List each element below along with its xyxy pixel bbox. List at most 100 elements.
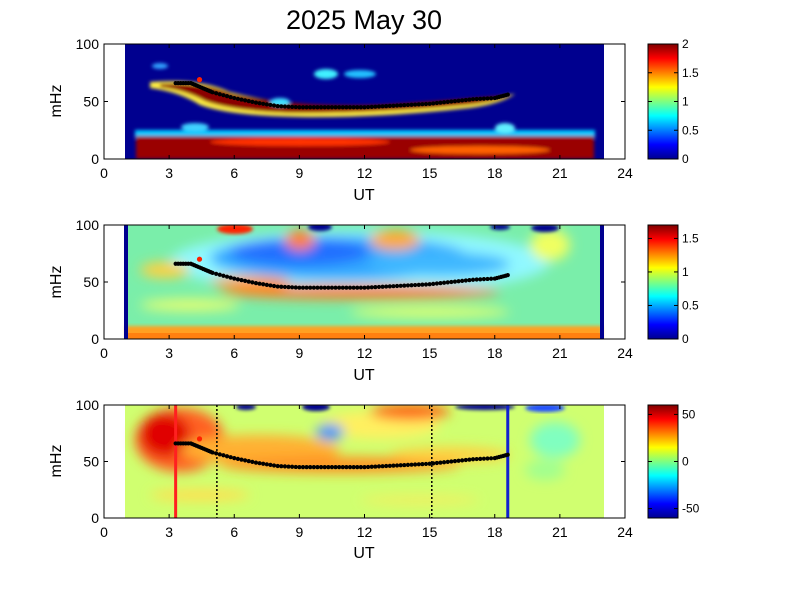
x-tick-label: 9 bbox=[295, 345, 303, 361]
heatmap-middle bbox=[104, 225, 625, 339]
ridge-marker bbox=[405, 462, 411, 467]
ridge-marker bbox=[463, 97, 468, 103]
ridge-marker bbox=[366, 285, 371, 290]
x-tick-label: 6 bbox=[230, 345, 238, 361]
ridge-marker bbox=[224, 94, 230, 99]
ridge-marker bbox=[344, 285, 349, 290]
x-tick-label: 18 bbox=[487, 165, 503, 181]
ridge-marker bbox=[217, 92, 222, 97]
ridge-marker bbox=[257, 461, 262, 466]
x-tick-label: 15 bbox=[422, 345, 438, 361]
ridge-marker bbox=[293, 104, 298, 110]
colorbar-ticks-bottom: -50 0 50 bbox=[648, 407, 700, 516]
ridge-marker bbox=[380, 284, 385, 289]
ridge-marker bbox=[366, 104, 371, 110]
x-tick-label: 15 bbox=[422, 165, 438, 181]
ridge-marker bbox=[474, 277, 479, 282]
ridge-marker bbox=[416, 102, 421, 107]
x-tick-label: 3 bbox=[165, 524, 173, 540]
ridge-marker bbox=[373, 104, 378, 109]
y-tick-label: 100 bbox=[76, 36, 100, 52]
ridge-marker bbox=[413, 102, 418, 107]
ridge-marker bbox=[434, 281, 439, 286]
ridge-marker bbox=[235, 456, 240, 461]
ridge-marker bbox=[232, 276, 237, 281]
ridge-marker bbox=[398, 463, 403, 468]
ridge-marker bbox=[235, 96, 240, 101]
ridge-marker bbox=[489, 96, 494, 101]
ridge-marker bbox=[452, 99, 458, 104]
ridge-marker bbox=[264, 102, 269, 107]
ridge-marker bbox=[387, 103, 392, 109]
ridge-marker bbox=[322, 105, 327, 110]
ridge-marker bbox=[452, 279, 458, 284]
colorbar-tick-label: 0.5 bbox=[682, 123, 699, 137]
ridge-marker bbox=[297, 105, 302, 110]
x-tick-label: 6 bbox=[230, 165, 238, 181]
y-tick-label: 100 bbox=[76, 397, 100, 413]
ridge-marker bbox=[441, 280, 447, 285]
ridge-marker bbox=[308, 105, 313, 110]
ridge-marker bbox=[214, 91, 219, 96]
ridge-marker bbox=[347, 105, 353, 110]
ridge-marker bbox=[261, 282, 266, 287]
ridge-marker bbox=[409, 102, 414, 107]
ridge-marker bbox=[217, 272, 222, 277]
x-tick-label: 24 bbox=[617, 524, 633, 540]
y-tick-label: 0 bbox=[91, 510, 99, 526]
ridge-marker bbox=[384, 104, 389, 109]
ridge-markers-top bbox=[173, 77, 510, 110]
ridge-marker bbox=[394, 103, 400, 108]
ridge-marker bbox=[413, 462, 418, 467]
ridge-marker bbox=[427, 461, 432, 466]
ridge-marker bbox=[275, 284, 280, 289]
colorbar-tick-label: 0 bbox=[682, 332, 689, 346]
ridge-marker bbox=[337, 105, 342, 110]
ridge-marker bbox=[351, 285, 356, 290]
ridge-marker bbox=[376, 284, 382, 290]
ridge-marker bbox=[318, 105, 324, 110]
ridge-marker bbox=[275, 104, 280, 109]
x-tick-label: 24 bbox=[617, 165, 633, 181]
colorbar-tick-label: 0.5 bbox=[682, 298, 699, 312]
ridge-marker bbox=[456, 98, 461, 103]
colorbar-scale-middle bbox=[647, 224, 679, 340]
x-tick-label: 6 bbox=[230, 524, 238, 540]
ridge-marker bbox=[286, 464, 291, 469]
ridge-marker bbox=[344, 105, 349, 110]
ridge-marker bbox=[250, 99, 255, 104]
highlight-marker bbox=[196, 256, 203, 262]
x-axis-label-middle: UT bbox=[353, 367, 375, 384]
x-tick-label: 15 bbox=[422, 524, 438, 540]
ridge-marker bbox=[257, 281, 262, 286]
y-tick-label: 0 bbox=[91, 151, 99, 167]
ridge-marker bbox=[286, 285, 291, 290]
ridge-marker bbox=[380, 104, 385, 109]
ridge-marker bbox=[344, 465, 349, 470]
ridge-marker bbox=[384, 284, 389, 289]
ridge-marker bbox=[474, 456, 479, 462]
ridge-marker bbox=[474, 96, 479, 102]
colorbar-bottom: -50 0 50 bbox=[647, 404, 700, 519]
ridge-marker bbox=[329, 285, 335, 290]
ridge-marker bbox=[481, 96, 486, 101]
ridge-marker bbox=[246, 279, 251, 284]
ridge-marker bbox=[438, 100, 443, 105]
ridge-marker bbox=[228, 455, 233, 460]
ridge-marker bbox=[221, 93, 226, 98]
highlight-marker bbox=[196, 436, 203, 442]
ridge-marker bbox=[485, 276, 490, 282]
ridge-marker bbox=[340, 465, 345, 470]
ridge-marker bbox=[358, 285, 363, 290]
ridge-marker bbox=[376, 104, 382, 109]
ridge-marker bbox=[293, 285, 298, 290]
ridge-marker bbox=[261, 101, 266, 106]
ridge-marker bbox=[308, 465, 313, 470]
ridge-marker bbox=[470, 277, 476, 282]
x-tick-label: 21 bbox=[552, 165, 568, 181]
ridge-marker bbox=[326, 465, 331, 470]
ridge-marker bbox=[463, 457, 468, 463]
x-tick-label: 9 bbox=[295, 165, 303, 181]
x-tick-label: 21 bbox=[552, 345, 568, 361]
colorbar-tick-label: 50 bbox=[682, 407, 696, 421]
